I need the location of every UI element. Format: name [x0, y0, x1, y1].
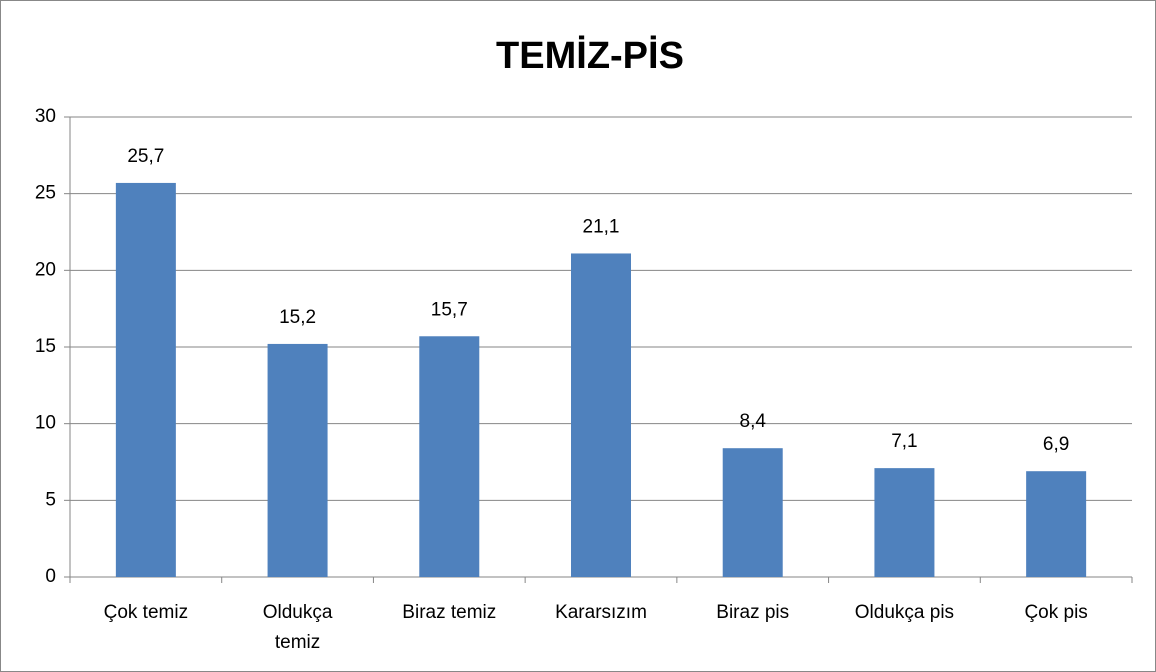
bar — [115, 182, 176, 577]
value-label: 15,7 — [431, 299, 468, 320]
bar — [722, 448, 783, 577]
x-tick-label: Oldukça temiz — [263, 602, 333, 653]
bar — [571, 253, 631, 577]
x-tick-label: Çok temiz — [104, 602, 188, 623]
y-tick-label: 25 — [35, 183, 56, 204]
value-label: 8,4 — [740, 411, 767, 432]
bar — [1026, 471, 1087, 577]
y-tick-label: 5 — [45, 489, 56, 510]
y-tick-label: 10 — [35, 413, 56, 434]
value-label: 7,1 — [891, 431, 917, 452]
value-label: 25,7 — [127, 146, 164, 167]
y-tick-label: 30 — [35, 106, 56, 127]
value-label: 6,9 — [1043, 434, 1069, 455]
y-tick-label: 15 — [35, 336, 56, 357]
x-tick-label: Biraz temiz — [402, 602, 496, 623]
x-tick-label: Çok pis — [1024, 602, 1087, 623]
chart-title: TEMİZ-PİS — [496, 35, 684, 77]
x-tick-label: Kararsızım — [555, 602, 647, 623]
bar — [874, 468, 935, 577]
y-tick-label: 20 — [35, 259, 56, 280]
value-label: 15,2 — [279, 307, 316, 328]
bar — [419, 336, 480, 577]
y-tick-label: 0 — [45, 566, 56, 587]
x-tick-label: Oldukça pis — [855, 602, 954, 623]
value-label: 21,1 — [583, 216, 620, 237]
x-tick-label: Biraz pis — [716, 602, 789, 623]
bar — [267, 343, 328, 577]
